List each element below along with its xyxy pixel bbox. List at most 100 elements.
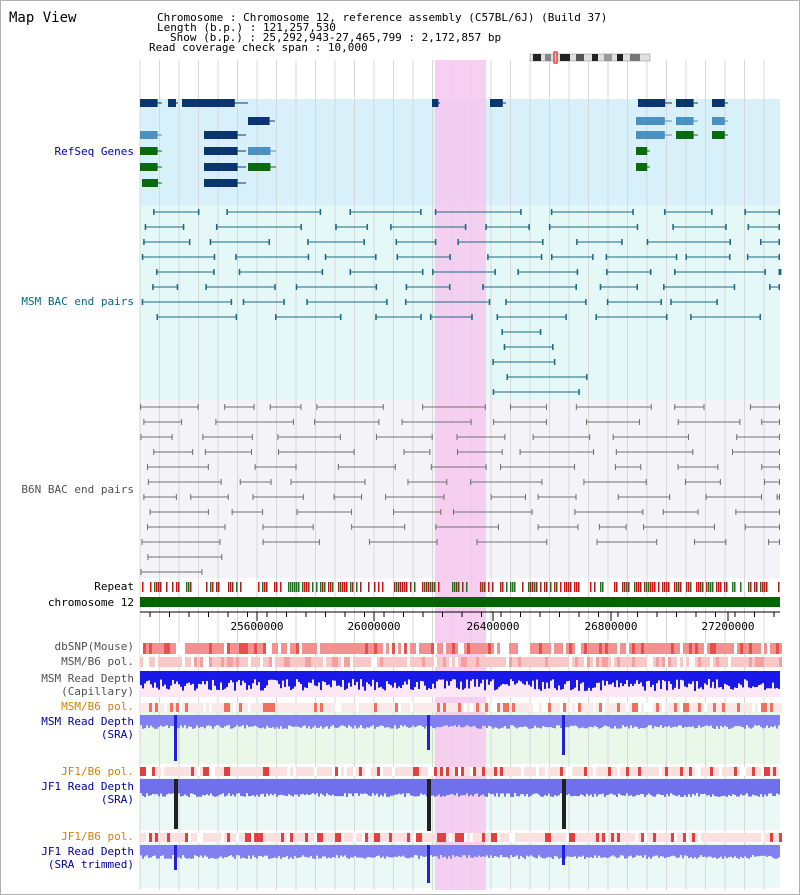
jf1-trim-depth-bar [522, 845, 524, 858]
depth-bar [156, 671, 158, 688]
track-label-jf1-b6-pol[interactable]: JF1/B6 pol. [61, 765, 134, 778]
repeat-mark [578, 582, 580, 592]
bac-end [744, 209, 746, 215]
bac-end [621, 239, 623, 245]
bac-end [307, 254, 310, 260]
depth-bar [710, 671, 712, 688]
msm-sra-depth-bar [516, 715, 518, 729]
jf1-b6-pol2-mark [662, 833, 665, 842]
depth-bar [742, 671, 744, 688]
depth-bar [696, 671, 698, 682]
msm-b6-pol-mark [380, 657, 383, 667]
bac-end [642, 509, 644, 515]
track-label-msm-b6-pol-2[interactable]: MSM/B6 pol. [61, 700, 134, 713]
jf1-b6-pol-mark [725, 767, 728, 776]
track-label-msm-bac[interactable]: MSM BAC end pairs [21, 295, 134, 308]
msm-b6-pol2-mark [386, 703, 389, 712]
msm-b6-pol2-mark [341, 703, 344, 712]
bac-end [235, 314, 238, 320]
jf1-sra-depth-bar [140, 779, 142, 794]
msm-b6-pol-mark [536, 657, 539, 667]
jf1-sra-depth-bar [162, 779, 164, 797]
msm-sra-depth-bar [772, 715, 774, 728]
bac-end [215, 419, 217, 425]
jf1-b6-pol2-mark [191, 833, 194, 842]
bac-end [778, 284, 780, 290]
msm-b6-pol-mark [563, 657, 566, 667]
jf1-b6-pol2-mark [596, 833, 599, 842]
repeat-mark [410, 582, 412, 592]
jf1-trim-depth-bar [654, 845, 656, 856]
msm-sra-depth-bar [260, 715, 262, 729]
msm-b6-pol-mark [266, 657, 269, 667]
track-label-refseq[interactable]: RefSeq Genes [54, 145, 134, 158]
jf1-trim-depth-bar [768, 845, 770, 857]
jf1-b6-pol2-mark [155, 833, 158, 842]
bac-end [407, 479, 409, 485]
bac-end [386, 299, 388, 305]
track-label-jf1-depth-trim-1[interactable]: JF1 Read Depth [41, 845, 134, 858]
msm-sra-depth-bar [368, 715, 370, 728]
msm-sra-depth-bar [698, 715, 700, 726]
depth-bar [610, 671, 612, 685]
jf1-trim-depth-bar [734, 845, 736, 857]
jf1-b6-pol-mark [311, 767, 314, 776]
jf1-b6-pol2-mark [281, 833, 284, 842]
jf1-sra-depth-bar [366, 779, 368, 795]
jf1-b6-pol-mark [185, 767, 188, 776]
depth-bar [422, 671, 424, 682]
jf1-sra-depth-bar [214, 779, 216, 797]
depth-bar [514, 671, 516, 685]
jf1-sra-depth-bar [580, 779, 582, 795]
repeat-mark [426, 582, 428, 592]
track-label-jf1-depth-sra-1[interactable]: JF1 Read Depth [41, 780, 134, 793]
jf1-trim-depth-bar [180, 845, 182, 859]
jf1-b6-pol-mark [323, 767, 326, 776]
repeat-mark [312, 582, 314, 592]
jf1-sra-depth-bar [246, 779, 248, 794]
jf1-b6-pol-mark [293, 767, 296, 776]
jf1-trim-depth-bar [470, 845, 472, 858]
track-label-jf1-b6-pol-2[interactable]: JF1/B6 pol. [61, 830, 134, 843]
jf1-b6-pol-mark [170, 767, 173, 776]
jf1-trim-depth-bar [382, 845, 384, 857]
jf1-b6-pol-mark [761, 767, 764, 776]
track-label-b6n-bac[interactable]: B6N BAC end pairs [21, 483, 134, 496]
msm-b6-pol2-mark [302, 703, 305, 712]
jf1-sra-depth-bar [484, 779, 486, 797]
msm-b6-pol-mark [176, 657, 179, 667]
jf1-b6-pol-mark [524, 767, 527, 776]
msm-sra-depth-bar [338, 715, 340, 728]
bac-end [674, 404, 676, 410]
jf1-b6-pol2-mark [428, 833, 431, 842]
msm-b6-pol2-mark [773, 703, 776, 712]
jf1-trim-depth-bar [572, 845, 574, 857]
bac-end [663, 209, 666, 215]
jf1-b6-pol-mark [281, 767, 284, 776]
track-label-msm-depth-sra-1[interactable]: MSM Read Depth [41, 715, 134, 728]
bac-end [432, 269, 434, 275]
jf1-trim-depth-bar [370, 845, 372, 858]
msm-b6-pol2-mark [248, 703, 251, 712]
depth-bar [590, 671, 592, 691]
jf1-sra-depth-bar [616, 779, 618, 797]
depth-bar [432, 671, 434, 684]
jf1-b6-pol-mark [338, 767, 341, 776]
repeat-mark [236, 582, 238, 592]
jf1-trim-depth-bar [284, 845, 286, 858]
track-label-dbsnp[interactable]: dbSNP(Mouse) [54, 640, 134, 653]
jf1-b6-pol2-mark [176, 833, 179, 842]
bac-end [430, 464, 432, 470]
depth-bar [340, 671, 342, 687]
track-label-msm-b6-pol[interactable]: MSM/B6 pol. [61, 655, 134, 668]
jf1-trim-depth-bar [690, 845, 692, 858]
bac-end [268, 239, 271, 245]
jf1-trim-depth-bar [196, 845, 198, 857]
track-label-msm-depth-cap-1[interactable]: MSM Read Depth [41, 672, 134, 685]
track-label-repeat[interactable]: Repeat [94, 580, 134, 593]
jf1-sra-depth-bar [536, 779, 538, 794]
jf1-b6-pol-mark [629, 767, 632, 776]
msm-sra-depth-bar [602, 715, 604, 727]
jf1-b6-pol2-mark [731, 833, 734, 842]
